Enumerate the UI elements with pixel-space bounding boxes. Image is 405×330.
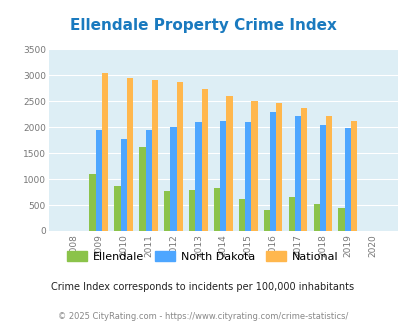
Bar bbox=[151, 80, 158, 231]
Bar bbox=[288, 197, 294, 231]
Bar bbox=[164, 190, 170, 231]
Bar bbox=[313, 204, 319, 231]
Bar bbox=[201, 89, 207, 231]
Bar bbox=[114, 186, 120, 231]
Bar bbox=[220, 121, 226, 231]
Bar bbox=[294, 116, 301, 231]
Bar bbox=[301, 108, 307, 231]
Bar bbox=[325, 116, 331, 231]
Bar bbox=[195, 122, 201, 231]
Bar bbox=[226, 96, 232, 231]
Bar bbox=[350, 121, 356, 231]
Bar bbox=[213, 188, 220, 231]
Bar bbox=[96, 130, 102, 231]
Bar bbox=[139, 147, 145, 231]
Bar bbox=[269, 112, 275, 231]
Text: Ellendale Property Crime Index: Ellendale Property Crime Index bbox=[69, 18, 336, 33]
Bar bbox=[102, 73, 108, 231]
Bar bbox=[275, 103, 282, 231]
Text: © 2025 CityRating.com - https://www.cityrating.com/crime-statistics/: © 2025 CityRating.com - https://www.city… bbox=[58, 312, 347, 321]
Bar bbox=[170, 127, 176, 231]
Bar bbox=[245, 121, 251, 231]
Bar bbox=[251, 101, 257, 231]
Bar bbox=[89, 174, 96, 231]
Bar bbox=[189, 189, 195, 231]
Bar bbox=[120, 139, 126, 231]
Bar bbox=[145, 130, 151, 231]
Bar bbox=[176, 82, 182, 231]
Legend: Ellendale, North Dakota, National: Ellendale, North Dakota, National bbox=[63, 247, 342, 266]
Bar bbox=[263, 210, 269, 231]
Bar bbox=[319, 125, 325, 231]
Text: Crime Index corresponds to incidents per 100,000 inhabitants: Crime Index corresponds to incidents per… bbox=[51, 282, 354, 292]
Bar bbox=[238, 199, 245, 231]
Bar bbox=[126, 78, 133, 231]
Bar bbox=[338, 208, 344, 231]
Bar bbox=[344, 128, 350, 231]
